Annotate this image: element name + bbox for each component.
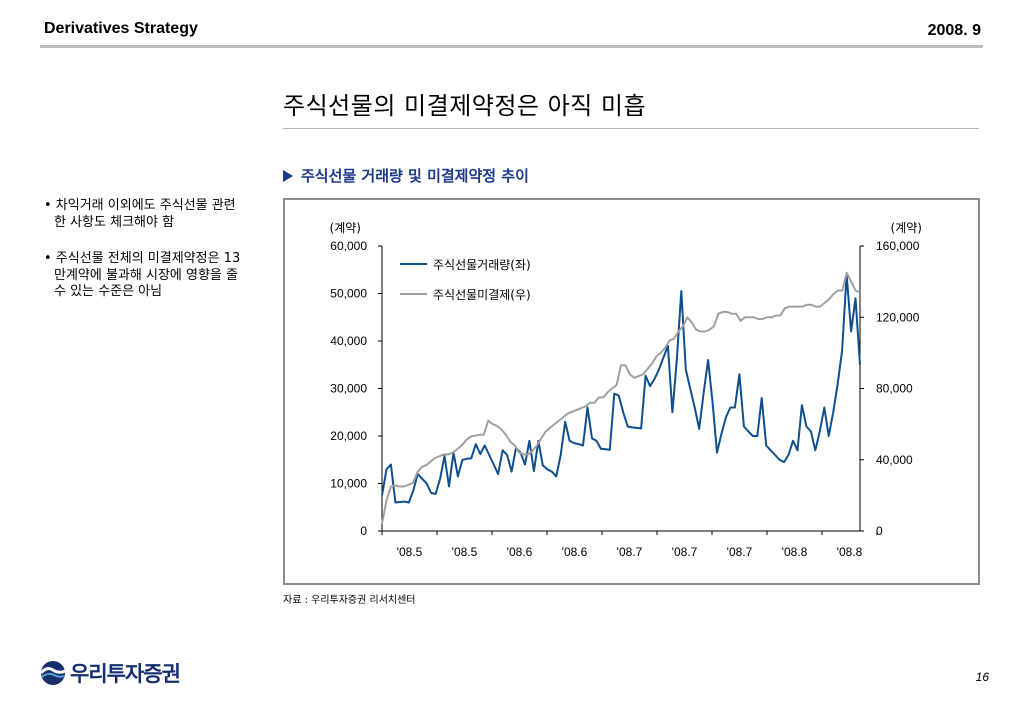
y-left-unit: (계약) [330,220,361,235]
x-tick-label: '08.6 [507,545,533,559]
x-tick-label: '08.7 [727,545,753,559]
y-left-tick-label: 60,000 [330,239,367,253]
chart-subtitle: 주식선물 거래량 및 미결제약정 추이 [283,165,529,186]
x-tick-label: '08.8 [782,545,808,559]
legend-label-2: 주식선물미결제(우) [433,288,531,302]
y-right-tick-label: 160,000 [876,239,920,253]
x-tick-label: '08.7 [672,545,698,559]
bullet-item: • 차익거래 이외에도 주식선물 관련한 사항도 체크해야 함 [44,198,236,230]
line-chart: 0 10,000 20,000 30,000 40,000 50,000 60,000 0 40… [330,220,922,559]
page-number: 16 [975,670,989,684]
x-tick-label: '08.5 [397,545,423,559]
y-left-tick-label: 10,000 [330,477,367,491]
x-tick-label: '08.5 [452,545,478,559]
logo-text: 우리투자증권 [70,662,181,686]
y-left-tick-label: 0 [360,524,367,538]
x-tick-label: '08.7 [617,545,643,559]
x-tick-label: '08.8 [837,545,863,559]
y-right-tick-label: 0 [876,524,883,538]
triangle-bullet-icon [283,170,293,182]
source-note: 자료 : 우리투자증권 리서치센터 [283,595,416,606]
y-left-tick-label: 50,000 [330,287,367,301]
bullet-list: • 차익거래 이외에도 주식선물 관련한 사항도 체크해야 함 • 주식선물 전… [44,198,244,321]
company-logo: 우리투자증권 [40,658,181,688]
bullet-item: • 주식선물 전체의 미결제약정은 13만계약에 불과해 시장에 영향을 줄 수… [44,251,241,299]
header-divider [40,45,983,48]
x-tick-label: '08.6 [562,545,588,559]
y-left-tick-label: 40,000 [330,334,367,348]
y-right-tick-label: 80,000 [876,382,913,396]
header-date: 2008. 9 [927,22,981,39]
y-right-tick-label: 40,000 [876,453,913,467]
header-title: Derivatives Strategy [44,20,198,37]
page-title: 주식선물의 미결제약정은 아직 미흡 [283,92,647,120]
chart-subtitle-text: 주식선물 거래량 및 미결제약정 추이 [301,167,529,185]
chart-frame: 0 10,000 20,000 30,000 40,000 50,000 60,000 0 40… [283,198,980,585]
logo-emblem-icon [40,661,66,685]
y-left-tick-label: 20,000 [330,429,367,443]
y-left-tick-label: 30,000 [330,382,367,396]
y-right-tick-label: 120,000 [876,310,920,324]
series-line-1 [381,273,861,504]
legend-label-1: 주식선물거래량(좌) [433,258,531,272]
title-divider [283,128,979,129]
y-right-unit: (계약) [891,220,922,235]
series-line-2 [381,271,861,525]
